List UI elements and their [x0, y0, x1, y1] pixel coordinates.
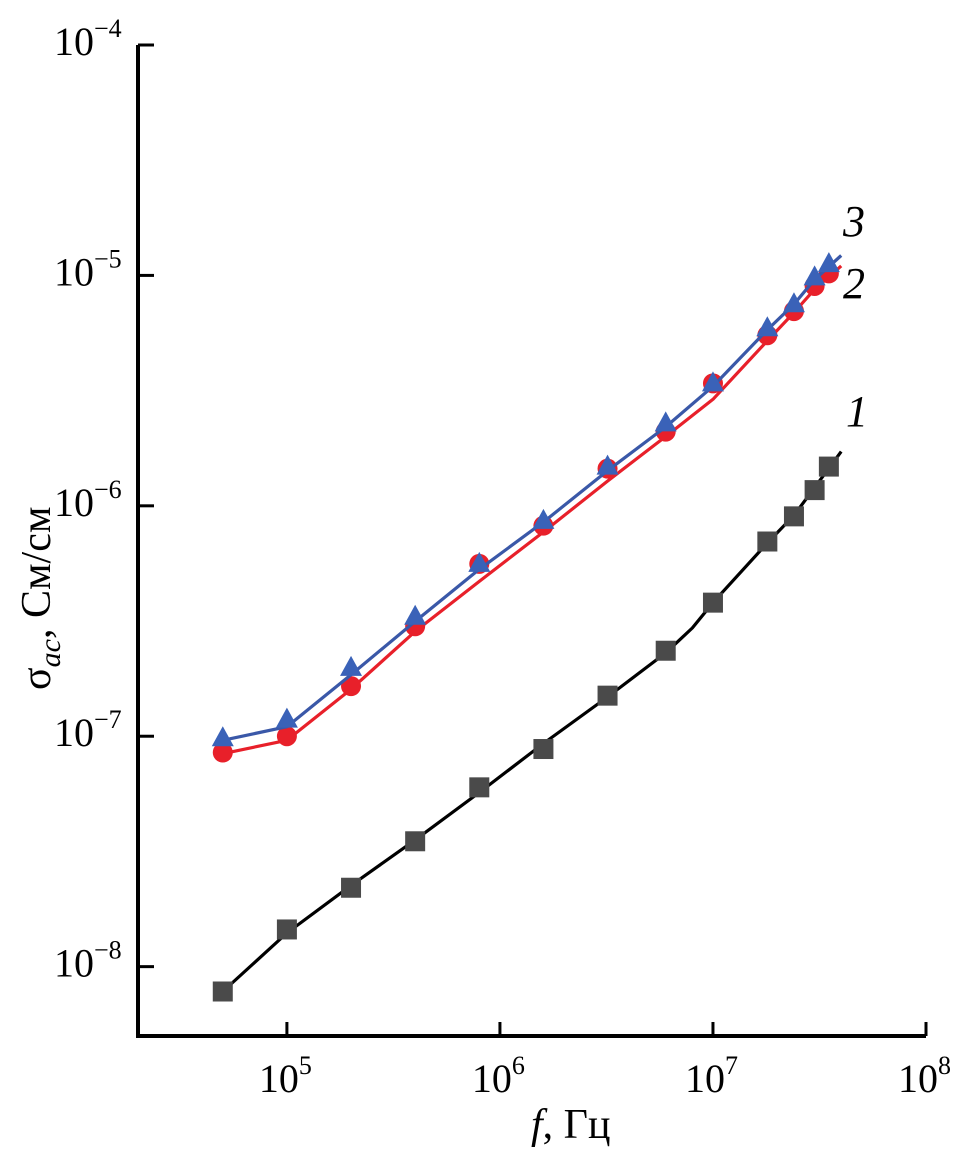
data-point	[783, 506, 804, 527]
data-point	[212, 981, 233, 1002]
data-point	[756, 316, 779, 337]
ticks	[138, 43, 928, 1036]
series-layer	[211, 252, 843, 1002]
data-point	[340, 655, 363, 676]
tick-labels: 105 106 107 108 10−8 10−7 10−6 10−5 10−4	[54, 14, 951, 1101]
data-point	[341, 676, 362, 697]
data-point	[804, 480, 825, 501]
data-point	[275, 707, 298, 728]
y-tick-label: 10−5	[54, 244, 122, 294]
y-tick-label: 10−4	[54, 14, 122, 64]
data-point	[405, 831, 426, 852]
series-2-line	[222, 264, 843, 756]
data-point	[211, 726, 234, 747]
x-tick-label: 108	[898, 1051, 951, 1101]
series-label-2: 2	[843, 259, 865, 308]
data-point	[654, 411, 677, 432]
data-point	[469, 777, 490, 798]
x-tick-label: 106	[472, 1051, 525, 1101]
data-point	[597, 685, 618, 706]
series-label-3: 3	[842, 197, 865, 246]
series-1-line	[221, 450, 843, 993]
y-tick-label: 10−7	[54, 705, 122, 755]
data-point	[655, 640, 676, 661]
data-point	[533, 739, 554, 760]
series-3-line	[222, 254, 843, 742]
series-1	[212, 450, 843, 1002]
data-point	[782, 292, 805, 313]
x-axis-label: f, Гц	[531, 1102, 610, 1148]
x-tick-label: 107	[685, 1051, 738, 1101]
data-point	[468, 551, 491, 572]
series-2	[212, 263, 843, 763]
data-point	[701, 371, 724, 392]
data-point	[276, 726, 297, 747]
series-label-1: 1	[846, 387, 868, 436]
series-labels: 1 2 3	[842, 197, 868, 436]
y-tick-label: 10−6	[54, 475, 122, 525]
data-point	[818, 456, 839, 477]
y-axis-label: σac, См/см	[14, 507, 67, 690]
y-tick-label: 10−8	[54, 936, 122, 986]
data-point	[757, 531, 778, 552]
data-point	[817, 252, 840, 273]
data-point	[702, 592, 723, 613]
data-point	[341, 877, 362, 898]
data-point	[596, 454, 619, 475]
series-3	[211, 252, 843, 747]
data-point	[276, 919, 297, 940]
data-point	[532, 508, 555, 529]
data-point	[803, 265, 826, 286]
axes	[136, 45, 926, 1038]
x-tick-label: 105	[259, 1051, 312, 1101]
data-point	[404, 604, 427, 625]
data-point	[212, 742, 233, 763]
